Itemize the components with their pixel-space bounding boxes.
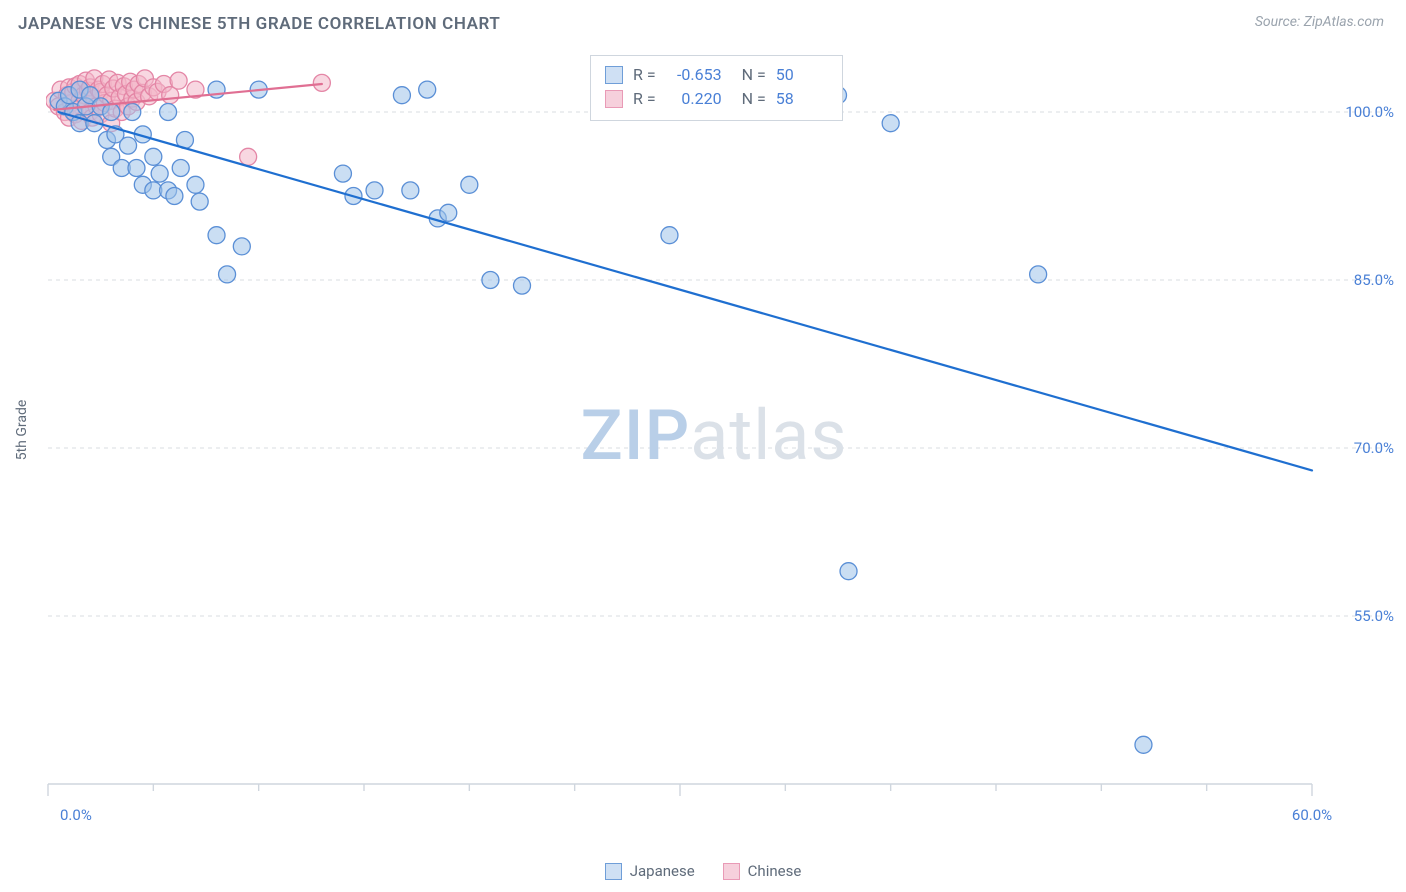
legend-swatch [605,863,622,880]
legend-swatch [723,863,740,880]
chart-title: JAPANESE VS CHINESE 5TH GRADE CORRELATIO… [18,14,500,34]
y-tick-label: 100.0% [1345,103,1394,121]
y-tick-label: 85.0% [1354,271,1394,289]
y-tick-label: 70.0% [1354,439,1394,457]
stats-n-label: N = [742,63,766,87]
correlation-legend-box: R = -0.653 N = 50 R = 0.220 N = 58 [590,55,843,121]
series-legend: Japanese Chinese [0,862,1406,880]
stats-n-value: 50 [776,63,828,87]
stats-n-label: N = [742,87,766,111]
chart-svg [46,50,1382,830]
source-attribution: Source: ZipAtlas.com [1255,14,1384,30]
y-axis-label: 5th Grade [14,400,30,461]
stats-r-value: -0.653 [666,63,722,87]
legend-label: Japanese [630,862,695,880]
stats-r-value: 0.220 [666,87,722,111]
x-tick-label: 60.0% [1292,806,1332,824]
plot-area: ZIPatlas [46,50,1382,830]
stats-r-label: R = [633,87,656,111]
legend-item: Japanese [605,862,695,880]
stats-swatch [605,90,623,108]
stats-row: R = -0.653 N = 50 [605,63,828,87]
stats-swatch [605,66,623,84]
legend-label: Chinese [748,862,802,880]
stats-n-value: 58 [776,87,828,111]
y-tick-label: 55.0% [1354,607,1394,625]
legend-item: Chinese [723,862,802,880]
x-tick-label: 0.0% [60,806,92,824]
stats-r-label: R = [633,63,656,87]
stats-row: R = 0.220 N = 58 [605,87,828,111]
